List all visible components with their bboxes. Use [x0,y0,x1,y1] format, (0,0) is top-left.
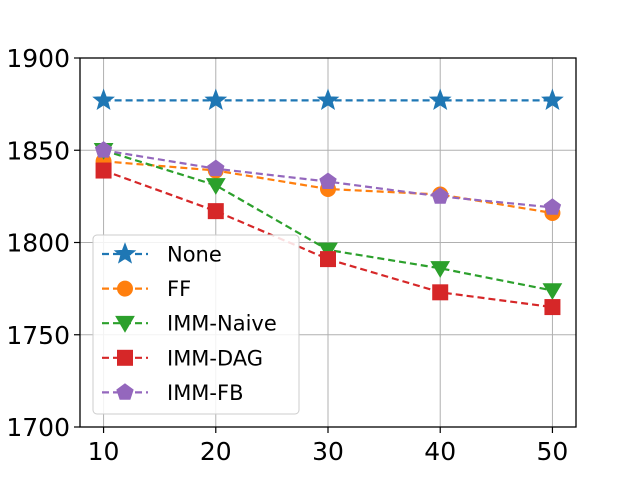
legend-item-none: None [102,242,222,267]
series-layer [92,88,564,316]
data-point-none [316,88,340,111]
legend-item-ff: FF [102,277,191,301]
y-tick-label: 1800 [6,229,70,258]
data-point-imm-naive [318,242,338,260]
data-point-imm-dag [544,299,561,316]
y-tick-label: 1900 [6,44,70,73]
x-tick-label: 20 [200,437,232,466]
x-tick-label: 10 [88,437,120,466]
legend-marker [116,383,134,400]
data-point-imm-fb [207,159,225,177]
legend-label: IMM-Naive [167,312,277,336]
legend-label: None [167,243,222,267]
legend-item-imm-fb: IMM-FB [102,381,244,405]
legend-item-imm-naive: IMM-Naive [102,312,277,336]
data-point-none [428,88,452,111]
data-point-none [92,88,115,111]
legend-label: FF [167,277,191,301]
data-point-imm-dag [207,203,224,220]
data-point-imm-naive [205,178,226,195]
x-tick-label: 30 [312,437,344,466]
axis-ticks: 10 20 30 40 50 1700 1750 1800 1850 1900 [6,44,568,466]
legend-marker [117,280,133,297]
y-tick-label: 1750 [6,321,70,350]
series-imm-fb [94,141,562,215]
data-point-imm-fb [319,172,337,189]
data-point-none [204,88,228,111]
y-tick-label: 1850 [6,136,70,165]
legend-box [92,234,300,415]
legend-label: IMM-DAG [167,346,263,370]
data-point-imm-dag [95,162,112,179]
data-point-imm-fb [94,141,113,158]
data-point-imm-dag [432,284,449,301]
legend-marker [115,315,135,333]
series-none [92,88,564,111]
legend-marker [117,349,133,366]
x-tick-label: 50 [537,437,569,466]
legend-item-imm-dag: IMM-DAG [102,346,263,370]
data-point-imm-naive [430,261,451,278]
x-tick-label: 40 [424,437,456,466]
data-point-imm-fb [543,198,562,215]
data-point-none [541,88,564,111]
legend: None FF IMM-Naive IMM-DAG IMM-FB [92,234,300,415]
data-point-imm-naive [542,283,563,300]
data-point-imm-fb [431,187,449,204]
series-line-imm-dag [103,169,553,309]
data-point-imm-dag [320,251,336,268]
legend-marker [113,242,137,264]
legend-label: IMM-FB [167,381,244,405]
series-imm-dag [95,162,561,316]
y-tick-label: 1700 [6,413,70,442]
